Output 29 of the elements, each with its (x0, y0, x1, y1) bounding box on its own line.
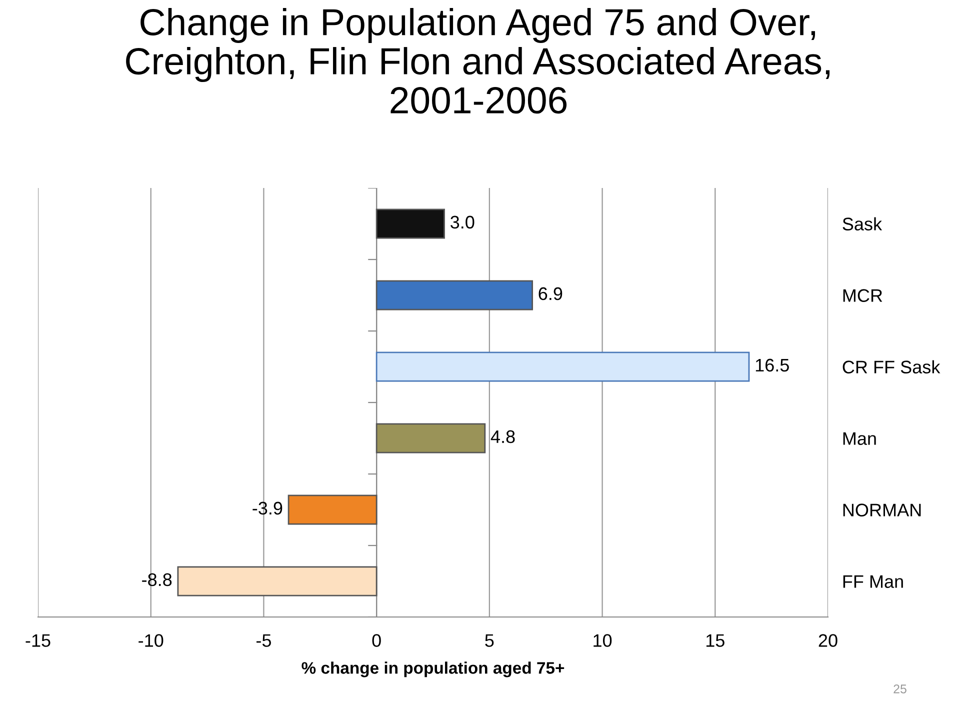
x-tick-label: 10 (594, 634, 612, 647)
data-label: 6.9 (538, 287, 562, 300)
data-label: -8.8 (142, 573, 172, 586)
y-tick-label: Sask (842, 217, 882, 230)
y-tick-label: FF Man (843, 575, 903, 588)
y-tick-label: NORMAN (843, 504, 921, 516)
x-tick-label: 0 (372, 634, 381, 647)
x-tick-label: -15 (26, 634, 50, 647)
y-tick-label: CR FF Sask (842, 360, 940, 374)
y-tick-label: Man (843, 432, 876, 445)
data-label: 3.0 (450, 216, 474, 229)
bar (376, 352, 750, 382)
chart-title: Change in Population Aged 75 and Over, Creighton, Flin Flon and Associated Areas, 2001-2006 (126, 8, 830, 114)
data-label: -3.9 (252, 502, 282, 515)
bar (376, 280, 534, 310)
data-label: 4.8 (490, 430, 515, 444)
x-axis-title: % change in population aged 75+ (302, 662, 564, 678)
bar (376, 423, 486, 454)
x-tick-label: -10 (138, 634, 164, 647)
x-tick-label: 20 (818, 634, 838, 647)
x-tick-label: 5 (485, 634, 494, 647)
x-tick-label: 15 (706, 634, 724, 647)
data-label: 16.5 (756, 358, 789, 372)
bar (177, 566, 378, 596)
y-tick-label: MCR (843, 289, 882, 302)
bar (288, 494, 378, 525)
text: 25 (894, 684, 906, 694)
bar (376, 208, 445, 239)
x-tick-label: -5 (256, 634, 271, 647)
